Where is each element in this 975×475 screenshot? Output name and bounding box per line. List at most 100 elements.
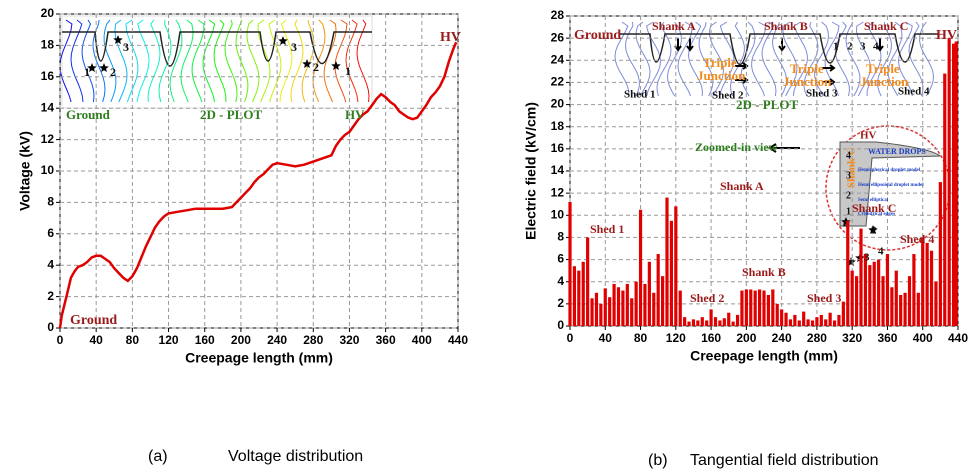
x-tick-label: 280 <box>303 333 323 347</box>
field-bar <box>846 220 850 326</box>
annotation: 2 <box>313 60 319 74</box>
annotation: 2 <box>871 225 877 237</box>
field-bar <box>674 206 678 326</box>
field-bar <box>691 319 696 326</box>
y-tick-label: 22 <box>551 75 565 89</box>
field-bar <box>938 182 942 326</box>
annotation: Junction <box>783 74 832 89</box>
field-bar <box>586 237 590 326</box>
annotation: Triple <box>866 61 900 76</box>
field-bar <box>929 250 934 326</box>
field-bar <box>903 292 907 326</box>
field-bar <box>859 228 863 326</box>
annotation: Shank C <box>852 201 896 215</box>
field-bar <box>581 261 585 326</box>
y-tick-label: 14 <box>551 163 565 177</box>
x-tick-label: 80 <box>634 331 648 345</box>
annotation: Shank B <box>742 265 786 279</box>
y-tick-label: 16 <box>551 141 565 155</box>
field-bar <box>683 317 687 326</box>
caption: Voltage distribution <box>228 448 363 465</box>
x-tick-label: 40 <box>90 333 104 347</box>
field-bar <box>890 287 894 326</box>
y-tick-label: 18 <box>41 38 55 52</box>
field-bar <box>850 270 854 326</box>
caption-label: (b) <box>648 452 668 469</box>
x-tick-label: 360 <box>376 333 396 347</box>
field-bar <box>647 261 651 326</box>
zoom-arrow <box>768 143 800 153</box>
y-tick-label: 0 <box>557 318 564 332</box>
annotation: 4 <box>846 150 851 161</box>
contour-line <box>301 19 315 103</box>
arrow <box>735 76 749 84</box>
star-marker <box>99 63 109 72</box>
contour-line <box>103 19 117 103</box>
field-bar <box>947 38 951 327</box>
arrow <box>735 62 749 70</box>
annotation: HV <box>345 107 365 122</box>
annotation: Ground <box>66 107 111 122</box>
field-bar <box>780 309 784 326</box>
annotation: Shed 3 <box>806 88 838 100</box>
field-bar <box>630 298 634 326</box>
annotation: WATER DROPS <box>868 147 926 156</box>
y-tick-label: 14 <box>41 100 55 114</box>
annotation: Ground <box>574 28 621 43</box>
y-tick-label: 16 <box>41 69 55 83</box>
y-tick-label: 18 <box>551 119 565 133</box>
field-bar <box>762 290 766 326</box>
field-bar <box>616 287 621 326</box>
annotation: Shed 2 <box>690 291 724 305</box>
field-bar <box>660 276 665 326</box>
x-tick-label: 0 <box>567 331 574 345</box>
x-axis-label: Creepage length (mm) <box>690 348 838 364</box>
y-tick-label: 6 <box>47 226 54 240</box>
field-bar <box>749 289 753 326</box>
arrow <box>876 38 884 52</box>
y-tick-label: 4 <box>47 257 54 271</box>
field-bar <box>590 298 594 326</box>
field-bar <box>709 309 713 326</box>
field-bar <box>696 320 700 326</box>
field-bar <box>735 314 740 326</box>
field-bar <box>577 270 581 326</box>
field-bar <box>594 292 599 326</box>
y-tick-label: 20 <box>551 97 565 111</box>
field-bar <box>705 320 709 326</box>
field-bar <box>722 318 726 326</box>
annotation: Hemi ellipsoidal droplet model <box>858 183 924 188</box>
star-marker <box>87 63 97 72</box>
field-bar <box>921 237 925 326</box>
field-bar <box>608 297 612 326</box>
annotation: HV <box>860 130 877 142</box>
field-bar <box>806 319 810 326</box>
annotation: 2 <box>847 41 853 53</box>
contour-line <box>268 19 282 103</box>
field-bar <box>872 261 876 326</box>
annotation: Shed 4 <box>898 86 930 98</box>
x-tick-label: 120 <box>159 333 179 347</box>
field-bar <box>899 295 903 326</box>
annotation: 1 <box>84 65 90 79</box>
x-tick-label: 280 <box>807 331 827 345</box>
annotation: Shank A <box>652 19 696 33</box>
insulator-profile <box>62 31 372 67</box>
field-bar <box>912 254 916 326</box>
field-bar <box>718 320 722 326</box>
annotation: 3 <box>860 41 866 53</box>
field-bar <box>643 283 647 326</box>
arrow <box>822 64 836 72</box>
y-tick-label: 8 <box>47 195 54 209</box>
y-tick-label: 6 <box>557 252 564 266</box>
field-bar <box>815 317 819 326</box>
field-bar <box>603 288 607 326</box>
field-bar <box>757 289 762 326</box>
annotation: 3 <box>864 252 870 264</box>
field-bar <box>916 292 920 326</box>
field-bar <box>740 290 744 326</box>
